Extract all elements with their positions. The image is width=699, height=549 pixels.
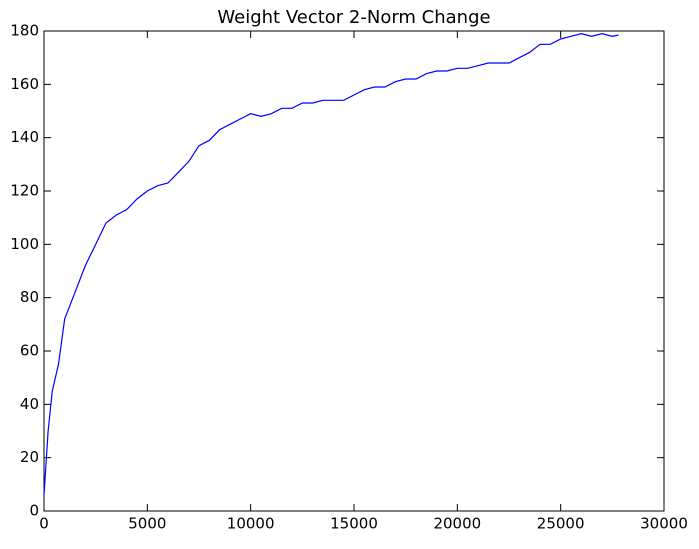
plot-frame <box>43 30 665 512</box>
x-tick-label: 25000 <box>537 515 585 533</box>
y-tick-label: 60 <box>20 342 39 360</box>
y-tick-label: 80 <box>20 288 39 306</box>
x-tick-label: 0 <box>39 515 49 533</box>
x-tick-label: 10000 <box>227 515 275 533</box>
y-tick-label: 140 <box>10 128 39 146</box>
data-line <box>43 33 619 496</box>
y-tick-label: 100 <box>10 235 39 253</box>
x-tick-label: 30000 <box>640 515 688 533</box>
chart-title: Weight Vector 2-Norm Change <box>217 7 490 28</box>
y-tick-label: 120 <box>10 182 39 200</box>
x-tick-label: 15000 <box>330 515 378 533</box>
x-tick-label: 5000 <box>128 515 166 533</box>
y-tick-label: 160 <box>10 75 39 93</box>
x-tick-label: 20000 <box>433 515 481 533</box>
y-tick-label: 40 <box>20 395 39 413</box>
y-tick-label: 0 <box>29 502 39 520</box>
y-tick-label: 20 <box>20 448 39 466</box>
y-tick-label: 180 <box>10 22 39 40</box>
